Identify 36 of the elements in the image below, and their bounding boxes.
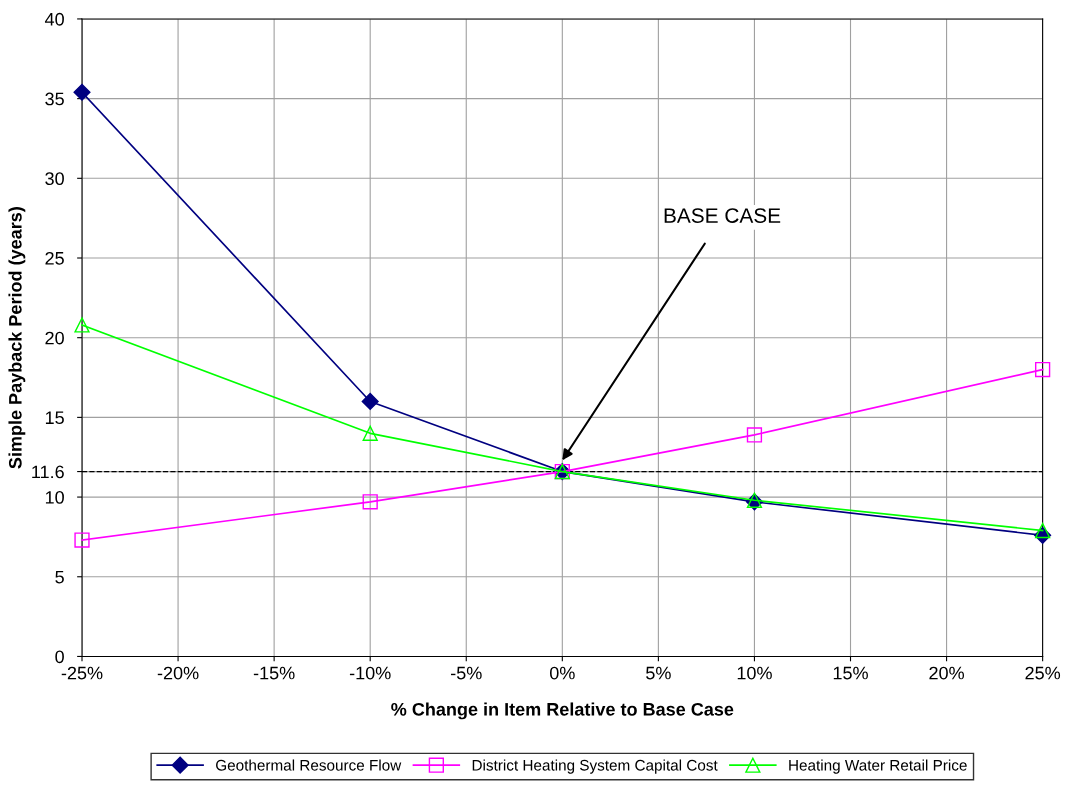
x-axis-title: % Change in Item Relative to Base Case	[391, 702, 734, 720]
y-axis-title: Simple Payback Period (years)	[8, 207, 26, 469]
x-tick-label: 0%	[549, 666, 575, 680]
x-tick-label: -20%	[157, 666, 199, 680]
point	[74, 317, 90, 333]
point	[1034, 361, 1051, 378]
y-tick-label: 0	[55, 650, 64, 664]
point	[1034, 522, 1051, 539]
x-tick-label: 25%	[1025, 666, 1061, 680]
legend-label: District Heating System Capital Cost	[472, 759, 718, 774]
x-tick-label: -25%	[61, 666, 103, 680]
x-tick-label: 20%	[929, 666, 964, 680]
y-tick-label: 5	[55, 570, 64, 584]
x-tick-label: -15%	[253, 666, 295, 680]
x-tick-label: 15%	[833, 666, 868, 680]
y-tick-label: 10	[45, 491, 64, 504]
x-tick-label: 10%	[737, 666, 772, 680]
x-tick-label: -5%	[451, 666, 482, 680]
point	[362, 425, 378, 441]
y-tick-label: 35	[45, 92, 64, 106]
y-tick-label: 40	[44, 12, 64, 26]
y-tick-label: 11.6	[32, 465, 64, 479]
x-tick-label: 5%	[646, 666, 671, 680]
annotation: BASE CASE	[664, 208, 781, 223]
point	[362, 494, 378, 510]
y-tick-label: 15	[45, 411, 64, 425]
x-tick-label: -10%	[349, 666, 391, 680]
point	[74, 532, 90, 548]
point	[361, 392, 379, 410]
legend-label: Geothermal Resource Flow	[216, 759, 402, 771]
y-tick-label: 30	[45, 172, 64, 186]
y-tick-label: 25	[45, 251, 64, 265]
point	[73, 83, 91, 101]
legend-label: Heating Water Retail Price	[789, 759, 967, 774]
point	[746, 427, 763, 443]
y-tick-label: 20	[45, 331, 64, 345]
